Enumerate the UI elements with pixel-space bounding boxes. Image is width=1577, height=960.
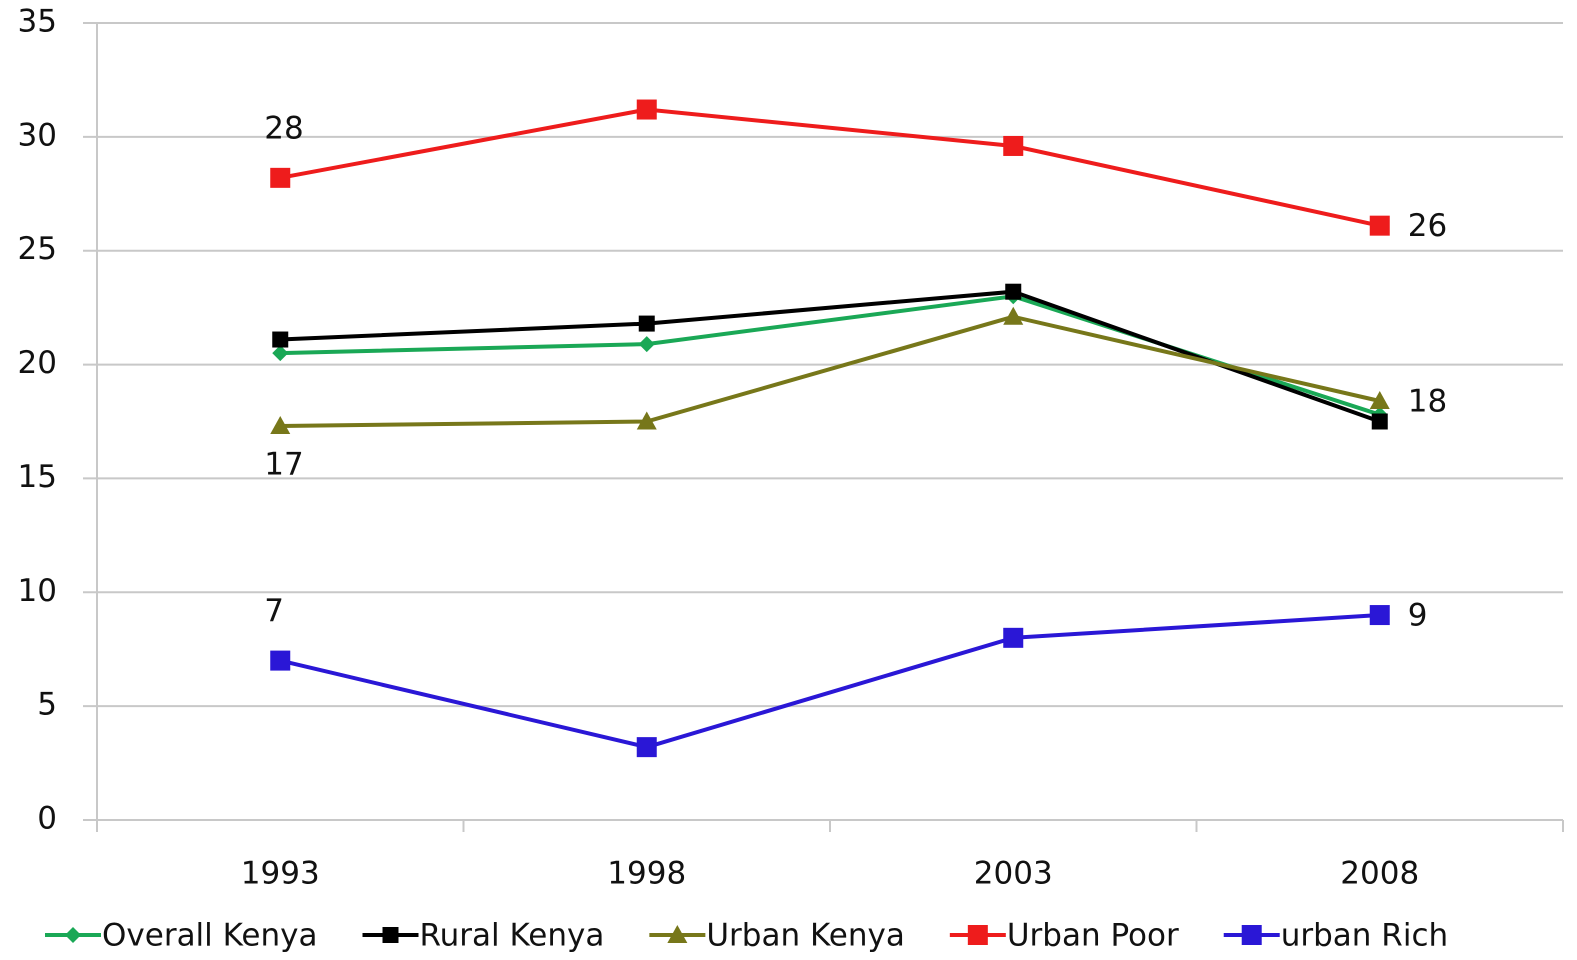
series-line <box>279 107 1381 228</box>
marker <box>382 927 399 943</box>
marker <box>1003 135 1024 156</box>
marker <box>272 345 289 362</box>
legend-label: urban Rich <box>1281 918 1448 954</box>
marker <box>1369 215 1390 236</box>
marker <box>1003 627 1024 648</box>
y-tick-label: 15 <box>18 459 57 495</box>
y-tick-label: 20 <box>18 345 57 381</box>
value-label: 7 <box>264 593 284 629</box>
legend-label: Rural Kenya <box>420 918 605 954</box>
series-line <box>280 294 1381 417</box>
marker <box>636 737 657 758</box>
marker <box>1241 925 1262 945</box>
marker <box>638 336 655 353</box>
y-tick-label: 25 <box>18 231 57 267</box>
marker <box>636 411 657 430</box>
y-tick-label: 30 <box>18 117 57 153</box>
legend-label: Overall Kenya <box>102 918 318 954</box>
series-line <box>279 613 1380 750</box>
marker <box>967 925 988 945</box>
series-line <box>280 289 1381 424</box>
marker <box>1003 306 1024 325</box>
x-tick-label: 1998 <box>607 856 686 892</box>
y-tick-label: 10 <box>18 573 57 609</box>
marker <box>270 416 291 435</box>
marker <box>65 927 81 943</box>
y-tick-label: 5 <box>37 687 57 723</box>
y-tick-label: 0 <box>37 801 57 837</box>
legend-label: Urban Kenya <box>706 918 904 954</box>
marker <box>1369 605 1390 626</box>
marker <box>1005 283 1022 300</box>
value-label: 18 <box>1408 384 1447 420</box>
marker <box>638 315 655 332</box>
series-line <box>280 314 1381 429</box>
marker <box>1369 391 1390 410</box>
x-tick-label: 1993 <box>241 856 320 892</box>
value-label: 17 <box>264 447 303 483</box>
x-tick-label: 2008 <box>1340 856 1419 892</box>
marker <box>667 925 688 943</box>
x-tick-label: 2003 <box>974 856 1053 892</box>
marker <box>270 167 291 188</box>
marker <box>270 650 291 671</box>
y-tick-label: 35 <box>18 4 57 40</box>
legend-label: Urban Poor <box>1007 918 1179 954</box>
value-label: 9 <box>1408 598 1428 634</box>
marker <box>272 331 289 348</box>
value-label: 28 <box>264 110 303 146</box>
value-label: 26 <box>1408 208 1447 244</box>
marker <box>1371 413 1388 430</box>
marker <box>636 99 657 120</box>
